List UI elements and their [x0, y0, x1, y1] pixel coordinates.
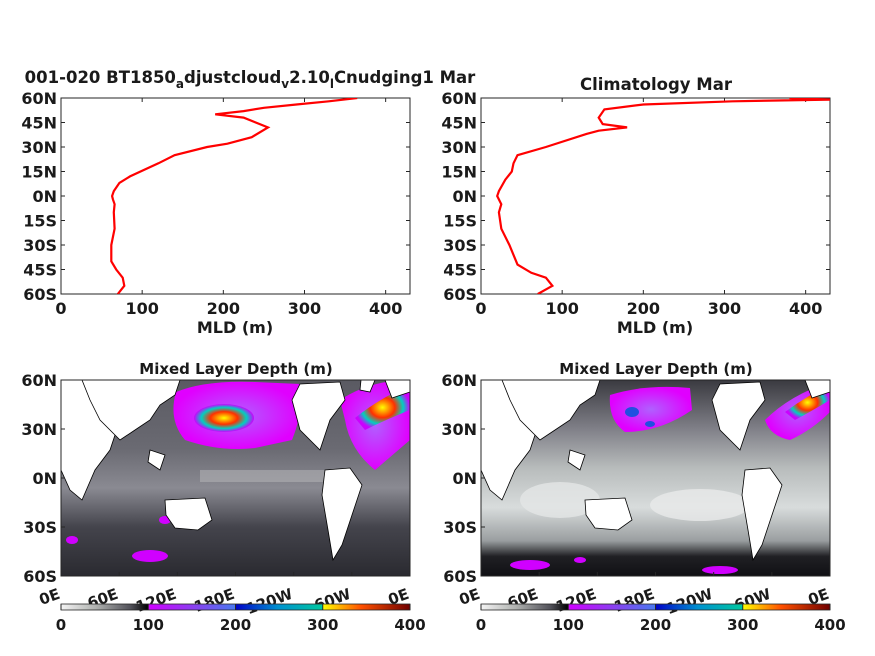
x-tick-label: 400 [369, 299, 402, 318]
y-tick-label: 45S [443, 261, 477, 280]
colorbar-tick-label: 300 [307, 616, 338, 634]
y-tick-label: 15N [21, 163, 57, 182]
map-title: Mixed Layer Depth (m) [559, 360, 752, 378]
x-tick-label: 300 [708, 299, 741, 318]
x-tick-label: 0 [55, 299, 66, 318]
x-tick-label: 100 [545, 299, 578, 318]
heatmap-region-southern [132, 550, 168, 562]
map-title: Mixed Layer Depth (m) [139, 360, 332, 378]
x-axis-label: MLD (m) [197, 318, 273, 337]
y-tick-label: 30S [23, 518, 57, 537]
y-tick-label: 30S [443, 236, 477, 255]
x-tick-label: 0E [457, 585, 483, 609]
y-tick-label: 60N [441, 371, 477, 390]
mld-profile-line [496, 98, 830, 294]
y-tick-label: 60S [23, 567, 57, 586]
continents [61, 380, 410, 562]
colorbar-tick-label: 400 [814, 616, 845, 634]
plot-frame [480, 97, 831, 295]
y-tick-label: 0N [32, 469, 57, 488]
colorbar-tick-label: 100 [553, 616, 584, 634]
x-tick-label: 400 [789, 299, 822, 318]
y-tick-label: 60S [23, 285, 57, 304]
y-tick-label: 45S [23, 261, 57, 280]
y-tick-label: 60N [441, 89, 477, 108]
panel-title: 001-020 BT1850adjustcloudv2.10lCnudging1… [25, 68, 476, 91]
continents [481, 380, 830, 562]
y-tick-label: 15N [441, 163, 477, 182]
x-tick-label: 180E [612, 585, 657, 616]
heatmap-region-north-pacific [609, 386, 692, 432]
colorbar-tick-label: 200 [640, 616, 671, 634]
mld-heatmap [481, 380, 830, 576]
x-tick-label: 120E [553, 585, 598, 616]
y-tick-label: 60N [21, 371, 57, 390]
x-tick-label: 0E [386, 585, 412, 609]
colorbar-tick-label: 300 [727, 616, 758, 634]
map-panel-climatology: Mixed Layer Depth (m) [441, 360, 845, 634]
colorbar-tick-label: 400 [394, 616, 425, 634]
y-tick-label: 60N [21, 89, 57, 108]
x-axis-label: MLD (m) [617, 318, 693, 337]
panel-title: Climatology Mar [580, 75, 733, 94]
x-tick-label: 200 [627, 299, 660, 318]
profile-panel-model: 001-020 BT1850adjustcloudv2.10lCnudging1… [21, 68, 476, 337]
map-panel-model: Mixed Layer Depth (m) [21, 360, 425, 634]
colorbar-tick-label: 0 [476, 616, 486, 634]
y-tick-label: 15S [443, 212, 477, 231]
y-tick-label: 45N [21, 114, 57, 133]
colorbar-tick-label: 0 [56, 616, 66, 634]
x-tick-label: 0E [806, 585, 832, 609]
profile-panel-climatology: Climatology Mar 0 100 200 300 400 60N 45N 30N 15… [441, 75, 831, 337]
x-tick-label: 120W [664, 585, 716, 618]
mld-profile-line [110, 98, 358, 294]
y-tick-label: 30N [21, 138, 57, 157]
y-tick-label: 30N [441, 420, 477, 439]
x-tick-label: 0 [475, 299, 486, 318]
heatmap-region-kuroshio [194, 404, 254, 432]
y-tick-label: 45N [441, 114, 477, 133]
y-tick-label: 60S [443, 567, 477, 586]
x-tick-label: 120E [133, 585, 178, 616]
y-tick-label: 0N [32, 187, 57, 206]
y-tick-label: 30N [21, 420, 57, 439]
heatmap-region-southern [510, 560, 550, 570]
colorbar-tick-label: 200 [220, 616, 251, 634]
y-tick-label: 30N [441, 138, 477, 157]
x-tick-label: 180E [192, 585, 237, 616]
x-tick-label: 300 [288, 299, 321, 318]
x-tick-label: 120W [244, 585, 296, 618]
mld-heatmap [61, 380, 410, 576]
y-tick-label: 0N [452, 187, 477, 206]
y-tick-label: 0N [452, 469, 477, 488]
plot-frame [60, 97, 411, 295]
y-tick-label: 30S [23, 236, 57, 255]
x-tick-label: 200 [207, 299, 240, 318]
x-tick-label: 0E [37, 585, 63, 609]
colorbar-tick-label: 100 [133, 616, 164, 634]
y-tick-label: 30S [443, 518, 477, 537]
x-tick-label: 100 [125, 299, 158, 318]
y-tick-label: 60S [443, 285, 477, 304]
y-tick-label: 15S [23, 212, 57, 231]
